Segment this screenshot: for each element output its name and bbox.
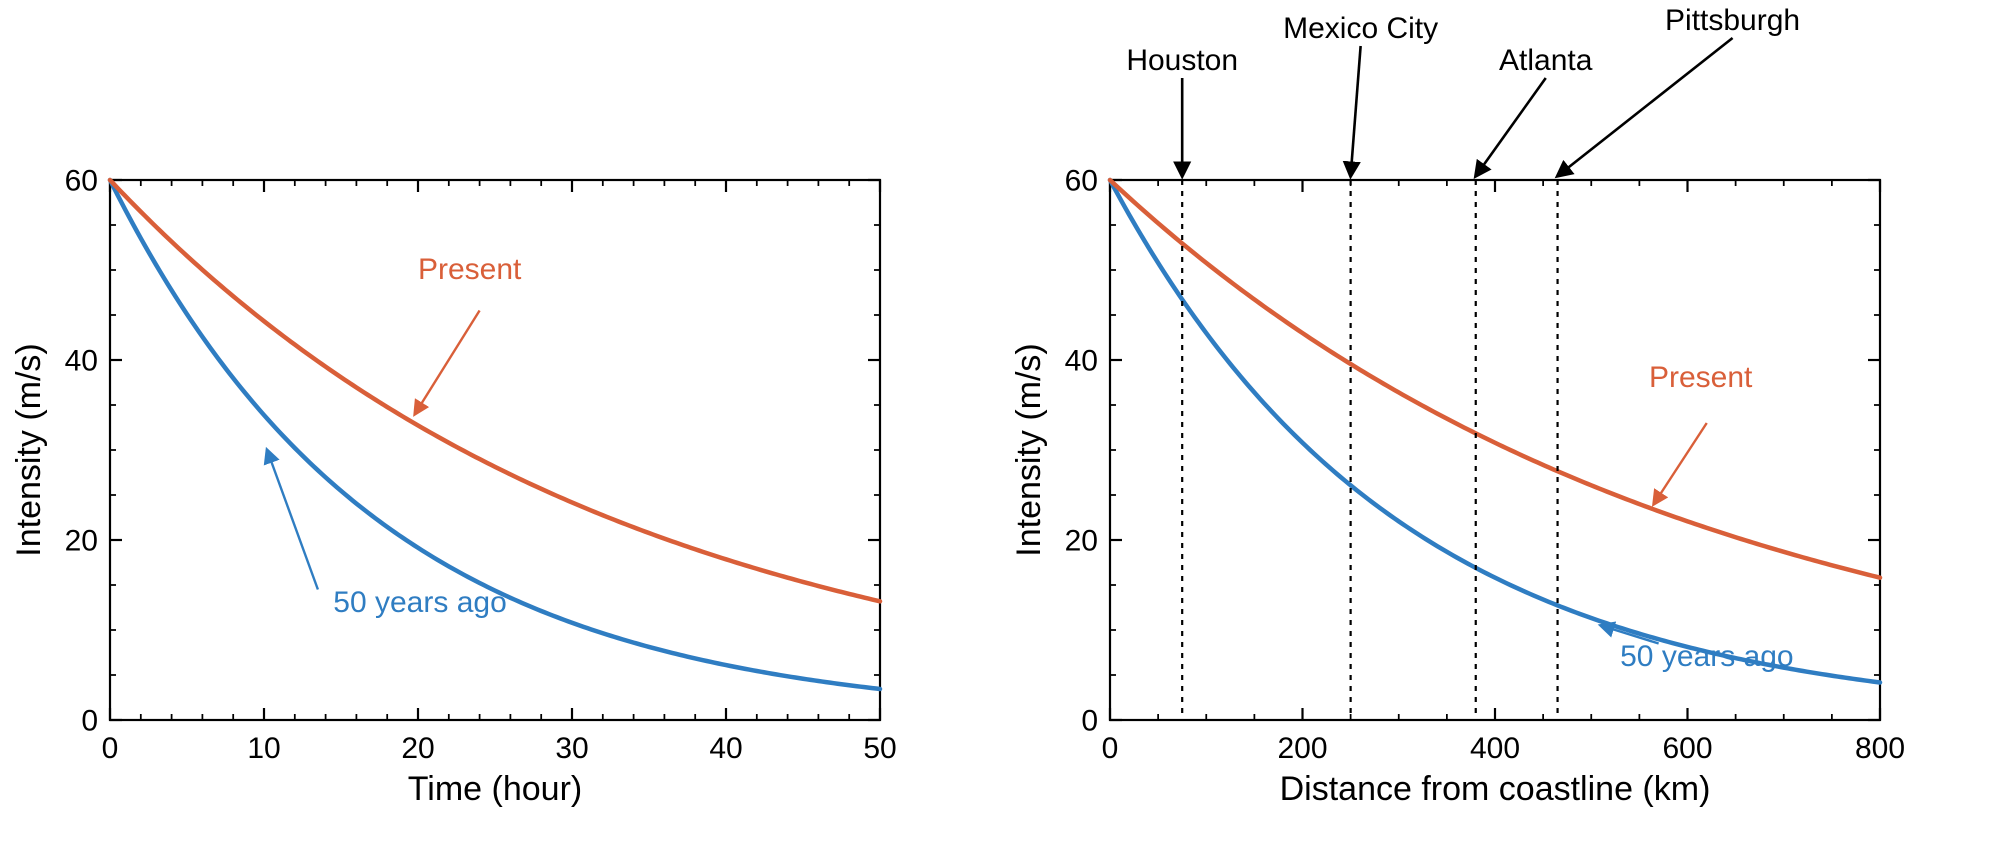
x-tick-label: 800 [1855, 732, 1905, 765]
y-tick-label: 0 [81, 705, 98, 738]
axis-box [1110, 180, 1880, 720]
series-arrow [415, 311, 480, 415]
series-arrow [267, 450, 318, 590]
x-tick-label: 400 [1470, 732, 1520, 765]
y-tick-label: 40 [1065, 345, 1098, 378]
x-tick-label: 30 [555, 732, 588, 765]
y-axis-label: Intensity (m/s) [1010, 343, 1048, 556]
series-present [1110, 180, 1880, 578]
x-tick-label: 10 [247, 732, 280, 765]
y-tick-label: 60 [1065, 165, 1098, 198]
city-arrow [1476, 78, 1546, 176]
series-arrow [1654, 423, 1707, 504]
series-50-years-ago [1110, 180, 1880, 682]
y-tick-label: 20 [1065, 525, 1098, 558]
series-label: Present [1649, 361, 1753, 394]
x-tick-label: 0 [102, 732, 119, 765]
city-label: Houston [1126, 44, 1238, 77]
city-arrow [1351, 46, 1361, 176]
series-label: 50 years ago [1620, 640, 1793, 673]
x-tick-label: 200 [1277, 732, 1327, 765]
y-tick-label: 0 [1081, 705, 1098, 738]
city-label: Atlanta [1499, 44, 1593, 77]
series-label: Present [418, 253, 522, 286]
x-axis-label: Distance from coastline (km) [1280, 770, 1711, 808]
x-tick-label: 0 [1102, 732, 1119, 765]
series-label: 50 years ago [333, 586, 506, 619]
figure-container: 0 10 20 30 40 50 0 20 40 60 Time (hour) Intensity (… [0, 0, 2000, 848]
x-tick-label: 600 [1662, 732, 1712, 765]
city-label: Mexico City [1283, 12, 1438, 45]
x-axis-label: Time (hour) [408, 770, 582, 808]
series-present [110, 180, 880, 601]
y-tick-label: 60 [65, 165, 98, 198]
left-chart: 0 10 20 30 40 50 0 20 40 60 Time (hour) Intensity (… [10, 165, 897, 809]
city-label: Pittsburgh [1665, 4, 1800, 37]
figure-svg: 0 10 20 30 40 50 0 20 40 60 Time (hour) Intensity (… [0, 0, 2000, 848]
y-tick-label: 20 [65, 525, 98, 558]
y-axis-label: Intensity (m/s) [10, 343, 48, 556]
right-chart: 0 200 400 600 800 0 20 40 60 Distance from coastl… [1010, 4, 1905, 808]
x-tick-label: 20 [401, 732, 434, 765]
y-tick-label: 40 [65, 345, 98, 378]
x-tick-label: 50 [863, 732, 896, 765]
x-tick-label: 40 [709, 732, 742, 765]
